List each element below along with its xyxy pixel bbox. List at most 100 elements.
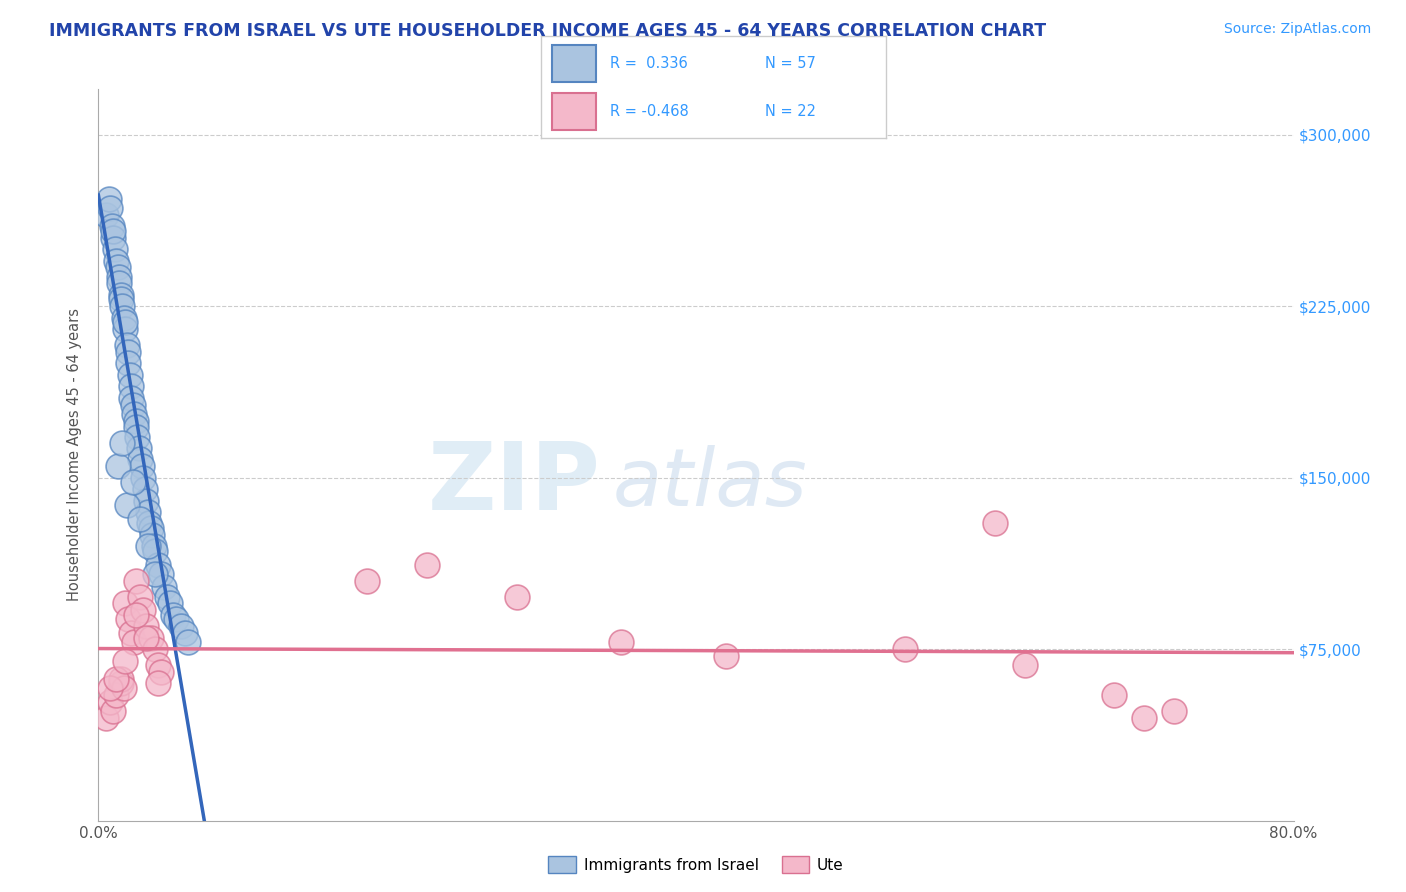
Point [118, 368, 141, 382]
Point [174, 626, 197, 640]
Y-axis label: Householder Income Ages 45 - 64 years: Householder Income Ages 45 - 64 years [67, 309, 83, 601]
Point [94, 208, 117, 222]
Point [150, 566, 173, 581]
Point [131, 459, 153, 474]
Text: ZIP: ZIP [427, 438, 600, 530]
Point [120, 379, 142, 393]
Point [138, 516, 160, 531]
Point [103, 231, 125, 245]
Point [148, 658, 170, 673]
Point [153, 581, 176, 595]
Point [143, 642, 166, 657]
Point [103, 224, 125, 238]
Point [1163, 704, 1185, 718]
Point [105, 672, 128, 686]
Point [117, 612, 139, 626]
Point [112, 681, 135, 695]
Point [124, 635, 146, 649]
Point [94, 711, 117, 725]
Point [136, 539, 159, 553]
Point [111, 299, 134, 313]
Text: IMMIGRANTS FROM ISRAEL VS UTE HOUSEHOLDER INCOME AGES 45 - 64 YEARS CORRELATION : IMMIGRANTS FROM ISRAEL VS UTE HOUSEHOLDE… [49, 22, 1046, 40]
Point [416, 558, 439, 572]
Point [165, 612, 187, 626]
Point [110, 672, 132, 686]
Point [101, 219, 124, 234]
Point [98, 695, 122, 709]
Point [115, 498, 138, 512]
Point [1133, 711, 1156, 725]
Text: Source: ZipAtlas.com: Source: ZipAtlas.com [1223, 22, 1371, 37]
FancyBboxPatch shape [551, 93, 596, 130]
Point [139, 631, 162, 645]
Point [134, 482, 156, 496]
Point [984, 516, 1007, 531]
Point [110, 288, 132, 302]
Point [159, 597, 181, 611]
Point [121, 398, 143, 412]
Point [894, 642, 917, 657]
Point [127, 429, 149, 443]
Point [117, 356, 139, 370]
Point [506, 590, 529, 604]
Legend: Immigrants from Israel, Ute: Immigrants from Israel, Ute [543, 850, 849, 879]
Point [1014, 658, 1036, 673]
Point [132, 603, 155, 617]
Point [105, 688, 128, 702]
Point [129, 590, 152, 604]
Point [97, 192, 120, 206]
Point [110, 676, 132, 690]
Point [125, 574, 148, 588]
Point [107, 459, 129, 474]
Point [120, 391, 142, 405]
Point [121, 475, 143, 490]
Text: N = 22: N = 22 [765, 104, 817, 120]
Point [132, 471, 155, 485]
Point [98, 681, 122, 695]
Point [105, 253, 128, 268]
Text: N = 57: N = 57 [765, 56, 815, 70]
Point [112, 310, 135, 325]
Point [142, 539, 165, 553]
Point [135, 619, 157, 633]
Point [104, 242, 127, 256]
Point [110, 293, 132, 307]
Point [135, 631, 157, 645]
Point [148, 558, 170, 572]
Point [125, 420, 148, 434]
Point [141, 528, 163, 542]
Point [1104, 688, 1126, 702]
Point [114, 322, 136, 336]
Point [125, 414, 148, 428]
Point [108, 277, 131, 291]
FancyBboxPatch shape [551, 45, 596, 82]
Point [143, 544, 166, 558]
Point [111, 436, 134, 450]
Point [162, 607, 184, 622]
Text: R =  0.336: R = 0.336 [610, 56, 688, 70]
Point [143, 566, 166, 581]
Point [115, 338, 138, 352]
Text: atlas: atlas [613, 445, 807, 524]
Point [139, 521, 162, 535]
Point [148, 676, 170, 690]
Point [129, 512, 152, 526]
Point [128, 441, 150, 455]
Point [114, 597, 136, 611]
Point [120, 626, 142, 640]
Point [103, 704, 125, 718]
Point [169, 619, 191, 633]
Point [124, 407, 146, 421]
Point [114, 654, 136, 668]
Point [114, 315, 136, 329]
Point [356, 574, 378, 588]
Text: R = -0.468: R = -0.468 [610, 104, 689, 120]
Point [610, 635, 633, 649]
Point [136, 505, 159, 519]
Point [714, 649, 737, 664]
Point [150, 665, 173, 679]
Point [135, 493, 157, 508]
Point [177, 635, 200, 649]
Point [108, 269, 131, 284]
Point [98, 201, 122, 215]
